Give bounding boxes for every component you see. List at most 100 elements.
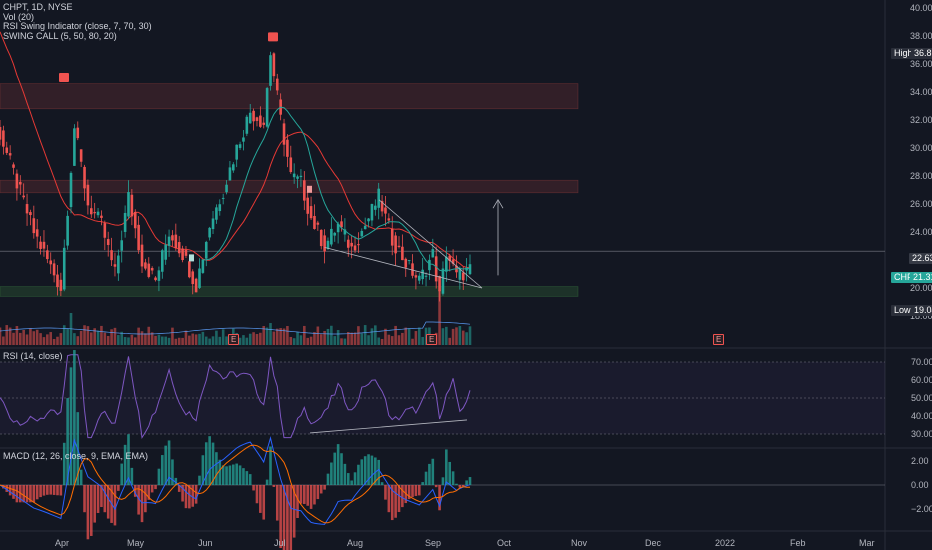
macd-histogram-bar [123,444,127,485]
macd-histogram-bar [130,467,134,485]
ticker-value: 21.31 [910,272,932,283]
candle-body [25,204,29,214]
volume-bar [171,327,174,345]
candle-body [353,245,357,251]
volume-bar [198,333,201,345]
candle-body [100,215,103,218]
indicator-swing-call[interactable]: SWING CALL (5, 50, 80, 20) [3,30,117,41]
macd-histogram-bar [428,463,431,485]
macd-histogram-bar [275,485,279,521]
earnings-marker[interactable]: E [713,334,725,345]
candle-body [377,188,381,208]
macd-histogram-bar [340,453,343,485]
candle-body [154,277,157,281]
macd-histogram-bar [461,485,465,487]
candle-body [127,192,130,217]
candle-body [374,205,377,210]
candle-body [204,241,208,259]
volume-bar [167,337,171,345]
volume-bar [49,332,53,345]
macd-histogram-bar [357,464,360,485]
candle-body [252,110,255,122]
macd-histogram-bar [245,471,249,485]
candle-body [380,200,384,212]
candle-body [387,218,391,221]
macd-histogram-bar [262,485,266,520]
volume-bar [343,338,347,345]
macd-histogram-bar [394,485,397,518]
volume-bar [62,325,66,345]
volume-bar [242,335,245,345]
candle-body [225,184,228,193]
macd-histogram-bar [150,485,154,493]
macd-histogram-bar [22,485,25,503]
time-tick-label: Aug [347,538,364,548]
volume-bar [8,327,12,345]
macd-histogram-bar [370,455,374,485]
candle-body [46,250,49,260]
volume-bar [35,329,39,345]
candle-body [417,275,421,281]
macd-histogram-bar [137,485,140,515]
candle-body [208,227,211,238]
macd-histogram-bar [56,485,59,496]
macd-histogram-bar [431,458,435,485]
candle-body [448,255,452,261]
candle-body [306,197,309,214]
price-tick-label: 32.00 [910,115,932,125]
volume-bar [174,338,178,345]
candle-body [147,263,151,277]
macd-histogram-bar [255,485,259,504]
indicator-vol[interactable]: Vol (20) [3,11,35,22]
candle-body [245,116,249,134]
macd-histogram-bar [194,485,198,504]
macd-histogram-bar [79,469,83,485]
candle-body [184,249,188,256]
candle-body [12,164,15,168]
rsi-title[interactable]: RSI (14, close) [3,351,63,361]
macd-histogram-bar [8,485,12,496]
time-tick-label: Oct [497,538,512,548]
macd-histogram-bar [350,480,353,485]
candle-body [117,255,120,274]
macd-histogram-bar [69,367,73,485]
volume-bar [350,332,353,345]
macd-histogram-bar [188,485,191,509]
candle-body [255,117,259,121]
macd-histogram-bar [235,463,238,485]
macd-histogram-bar [15,485,19,503]
macd-histogram-bar [83,485,86,513]
volume-bar [319,334,323,345]
candle-body [461,272,465,281]
candle-body [221,197,225,199]
macd-histogram-bar [360,459,364,485]
volume-bar [346,332,350,345]
macd-histogram-bar [390,485,394,521]
macd-histogram-bar [89,485,93,536]
candle-body [0,127,2,140]
volume-bar [238,337,242,345]
macd-title[interactable]: MACD (12, 26, close, 9, EMA, EMA) [3,451,149,461]
macd-histogram-bar [448,461,452,485]
volume-bar [161,336,164,345]
volume-bar [204,336,208,345]
candle-body [262,122,266,125]
indicator-rsi-swing[interactable]: RSI Swing Indicator (close, 7, 70, 30) [3,21,152,31]
earnings-marker[interactable]: E [228,334,240,345]
candle-body [367,218,370,222]
volume-bar [286,326,289,345]
low-value: 19.04 [911,305,932,316]
candle-body [137,224,140,251]
volume-bar [83,325,86,345]
candle-body [309,206,313,219]
volume-bar [32,331,36,345]
time-tick-label: May [127,538,145,548]
candle-body [167,236,171,246]
sell-signal-marker [268,32,278,42]
volume-bar [157,334,161,345]
macd-histogram-bar [434,485,438,488]
earnings-marker[interactable]: E [426,334,438,345]
macd-histogram-bar [198,475,201,485]
candle-body [56,274,59,288]
